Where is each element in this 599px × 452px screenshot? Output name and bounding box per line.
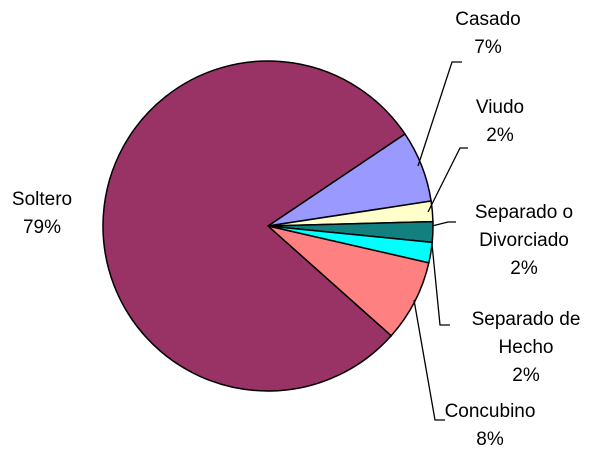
data-label: Viudo 2% — [430, 94, 570, 150]
label-name: Casado — [455, 9, 521, 30]
pie-slice — [102, 60, 406, 392]
data-label: Casado 7% — [418, 6, 558, 62]
label-value: 2% — [486, 125, 514, 146]
label-value: 8% — [476, 429, 504, 450]
leader-line — [431, 221, 456, 227]
label-value: 2% — [512, 365, 540, 386]
data-label: Separado o Divorciado 2% — [446, 199, 599, 283]
data-label: Separado de Hecho 2% — [446, 306, 599, 390]
data-label: Soltero 79% — [0, 186, 102, 242]
label-value: 7% — [474, 37, 502, 58]
label-name: Concubino — [444, 401, 536, 422]
leader-line — [427, 147, 468, 213]
label-name: Separado o Divorciado — [474, 202, 574, 251]
leader-line — [417, 61, 462, 167]
label-value: 79% — [22, 217, 62, 238]
label-name: Viudo — [475, 97, 525, 118]
label-name: Separado de Hecho — [471, 309, 581, 358]
label-value: 2% — [510, 258, 538, 279]
leader-line — [431, 243, 450, 326]
label-name: Soltero — [11, 189, 73, 210]
data-label: Concubino 8% — [420, 398, 560, 452]
leader-line — [413, 299, 445, 421]
